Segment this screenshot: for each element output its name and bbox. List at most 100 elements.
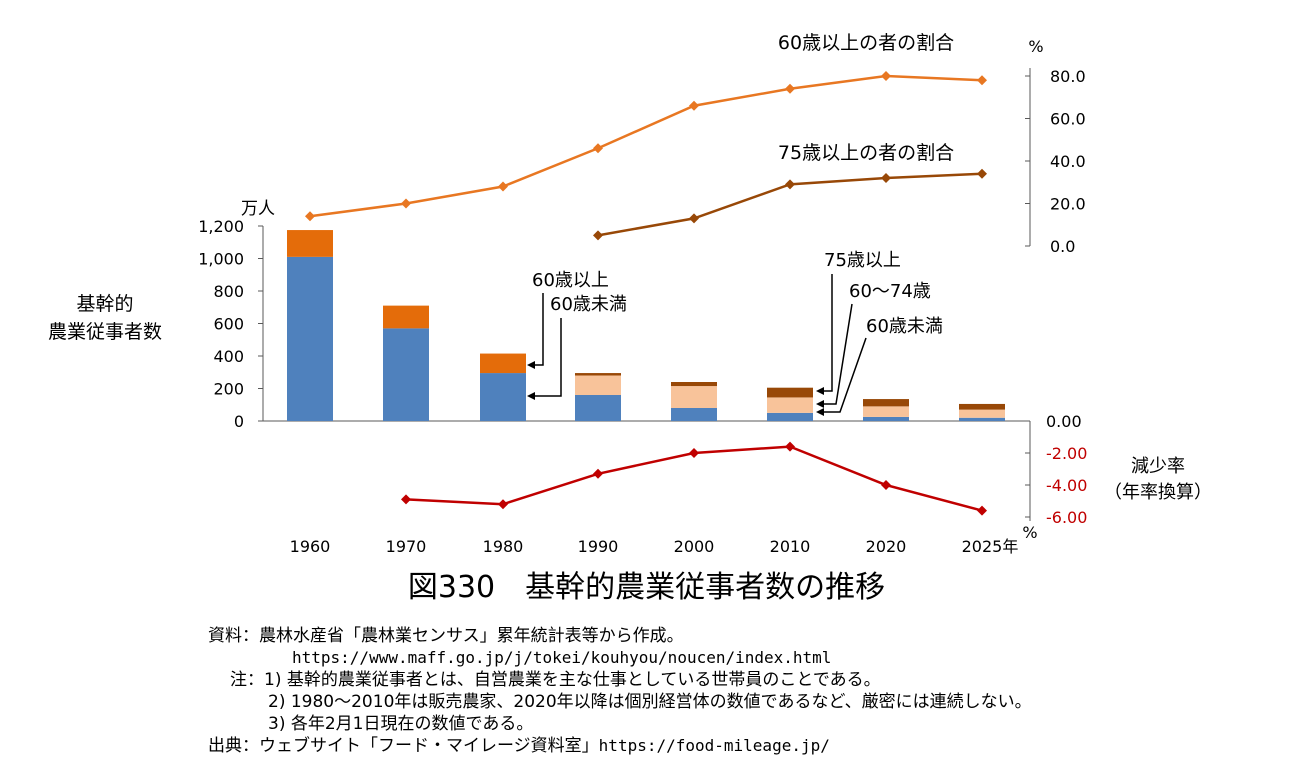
source-url-line: https://www.maff.go.jp/j/tokei/kouhyou/n… [208, 647, 1032, 669]
bar-segment [575, 373, 621, 376]
rate-axis-title: 減少率 [1131, 456, 1185, 477]
note-line-2: 2) 1980～2010年は販売農家、2020年以降は個別経営体の数値であるなど… [208, 691, 1032, 713]
bar-y-tick-label: 200 [213, 380, 244, 399]
bar-segment [959, 417, 1005, 421]
origin-url: https://food-mileage.jp/ [598, 736, 830, 755]
source-text: 農林水産省「農林業センサス」累年統計表等から作成。 [259, 626, 684, 646]
bar-segment [767, 397, 813, 413]
annotation-label: 60歳未満 [550, 294, 627, 315]
note-line-1: 注：1) 基幹的農業従事者とは、自営農業を主な仕事としている世帯員のことである。 [208, 669, 1032, 691]
rate-y-tick-label: -4.00 [1046, 476, 1087, 495]
rate-axis-title: （年率換算） [1104, 482, 1212, 503]
annotation-arrowhead [816, 408, 824, 416]
share-point [881, 173, 891, 183]
bar-segment [671, 382, 717, 387]
source-line: 資料：農林水産省「農林業センサス」累年統計表等から作成。 [208, 625, 1032, 647]
share-line [309, 74, 983, 218]
bar-segment [287, 256, 333, 421]
annotation-leader [532, 293, 544, 366]
share-y-tick-label: 60.0 [1050, 110, 1086, 129]
rate-unit-label: % [1022, 523, 1037, 542]
share-series-label: 75歳以上の者の割合 [778, 142, 954, 164]
bar-segment [863, 416, 909, 421]
annotation-label: 60～74歳 [849, 281, 931, 302]
rate-point [977, 505, 987, 516]
notes: 資料：農林水産省「農林業センサス」累年統計表等から作成。 https://www… [208, 625, 1032, 757]
x-tick-label: 1960 [290, 537, 331, 556]
rate-y-tick-label: -2.00 [1046, 444, 1087, 463]
rate-point [593, 468, 603, 479]
bar-segment [671, 408, 717, 421]
bar-segment [383, 328, 429, 421]
note-label: 注： [230, 670, 264, 690]
annotation-leader [532, 318, 562, 397]
share-y-tick-label: 20.0 [1050, 195, 1086, 214]
bar-segment [671, 386, 717, 408]
bar-segment [480, 373, 526, 421]
source-label: 資料： [208, 626, 259, 646]
annotation-label: 75歳以上 [824, 250, 901, 271]
share-point [977, 168, 987, 179]
bar-unit-label: 万人 [241, 199, 275, 219]
share-y-tick-label: 0.0 [1050, 237, 1075, 256]
share-area: 0.0 20.0 40.0 60.0 80.0% 60歳以上の者の割合 75歳以上の者の割合 [305, 32, 1086, 256]
bar-segment [863, 399, 909, 407]
x-tick-label: 2000 [674, 537, 715, 556]
rate-point [881, 480, 891, 490]
bar-segment [287, 230, 333, 257]
share-point [498, 181, 508, 192]
origin-label: 出典： [208, 736, 259, 756]
share-point [689, 213, 699, 224]
bar-y-tick-label: 400 [213, 347, 244, 366]
bar-segment [959, 409, 1005, 418]
note-2: 2) 1980～2010年は販売農家、2020年以降は個別経営体の数値であるなど… [268, 692, 1032, 712]
bar-y-tick-label: 1,200 [198, 217, 244, 236]
annotation-leader [822, 337, 867, 413]
origin-line: 出典：ウェブサイト「フード・マイレージ資料室」https://food-mile… [208, 735, 1032, 757]
source-url: https://www.maff.go.jp/j/tokei/kouhyou/n… [292, 648, 832, 667]
share-point [785, 83, 795, 94]
rate-y-tick-label: -6.00 [1046, 508, 1087, 527]
annotation-arrowhead [816, 400, 824, 408]
rate-point [785, 441, 795, 452]
annotation-leader [822, 303, 853, 405]
bar-segment [863, 406, 909, 417]
note-line-3: 3) 各年2月1日現在の数値である。 [208, 713, 1032, 735]
annotation-label: 60歳未満 [866, 316, 943, 337]
annotation-label: 60歳以上 [532, 270, 609, 291]
bar-segment [767, 387, 813, 398]
bar-y-tick-label: 1,000 [198, 250, 244, 269]
rate-point [498, 499, 508, 510]
note-1: 1) 基幹的農業従事者とは、自営農業を主な仕事としている世帯員のことである。 [264, 670, 881, 690]
annotation-arrowhead [527, 392, 535, 400]
x-tick-label: 1990 [578, 537, 619, 556]
share-point [305, 211, 315, 222]
bar-segment [480, 353, 526, 374]
share-series-label: 60歳以上の者の割合 [778, 32, 954, 54]
note-3: 3) 各年2月1日現在の数値である。 [268, 714, 534, 734]
x-tick-label: 2010 [770, 537, 811, 556]
x-tick-label: 2025年 [962, 537, 1019, 556]
annotations: 60歳以上 60歳未満 75歳以上 60～74歳 60歳未満 [527, 250, 943, 416]
share-point [785, 179, 795, 190]
share-y-tick-label: 80.0 [1050, 67, 1086, 86]
share-point [593, 230, 603, 241]
x-tick-label: 2020 [866, 537, 907, 556]
bar-segment [959, 403, 1005, 410]
share-unit-label: % [1028, 37, 1043, 56]
bar-y-axis-title: 基幹的 [76, 293, 133, 315]
annotation-arrowhead [527, 361, 535, 369]
rate-area: 0.00 -2.00 -4.00 -6.00% 減少率 （年率換算） [401, 412, 1212, 542]
bar-y-tick-label: 800 [213, 282, 244, 301]
origin-text: ウェブサイト「フード・マイレージ資料室」 [259, 736, 599, 756]
annotation-arrowhead [816, 387, 824, 395]
bar-segment [575, 375, 621, 395]
annotation-leader [822, 274, 833, 392]
bar-segment [767, 412, 813, 421]
share-point [401, 198, 411, 209]
rate-point [401, 494, 411, 505]
bar-y-tick-label: 600 [213, 315, 244, 334]
share-point [881, 71, 891, 81]
